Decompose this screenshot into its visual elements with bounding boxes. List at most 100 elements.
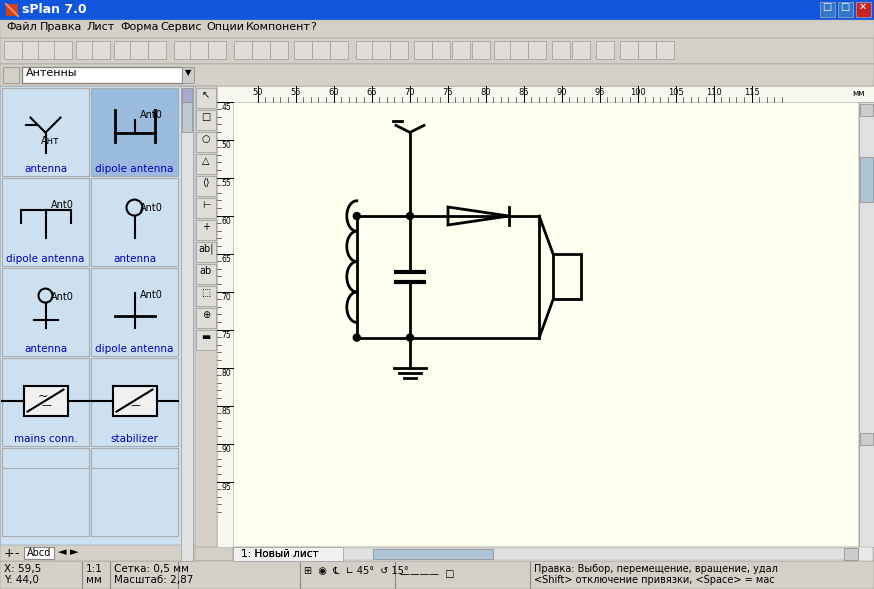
Text: 75: 75 [221, 331, 231, 340]
Bar [373, 549, 493, 559]
Text: Компонент: Компонент [246, 22, 311, 32]
Text: Y: 44,0: Y: 44,0 [4, 575, 38, 585]
Bar [54, 41, 72, 59]
Text: dipole antenna: dipole antenna [95, 164, 174, 174]
Text: □: □ [841, 2, 850, 12]
Text: мм: мм [86, 575, 101, 585]
Text: ◄: ◄ [58, 547, 66, 557]
Bar [91, 268, 178, 356]
Text: 95: 95 [594, 88, 606, 97]
Bar [2, 448, 89, 536]
Circle shape [353, 334, 360, 341]
Bar [0, 561, 874, 589]
Text: Ant0: Ant0 [51, 200, 73, 210]
Text: △: △ [202, 156, 210, 166]
Text: 90: 90 [221, 445, 231, 454]
Bar [656, 41, 674, 59]
Text: 85: 85 [518, 88, 530, 97]
Circle shape [406, 334, 413, 341]
Text: 75: 75 [443, 88, 454, 97]
Text: 65: 65 [221, 255, 231, 264]
Bar [181, 86, 193, 561]
Text: 55: 55 [221, 179, 231, 188]
Bar [0, 547, 874, 561]
Bar [553, 254, 581, 299]
Text: □: □ [822, 2, 832, 12]
Text: ?: ? [310, 22, 316, 32]
Bar [390, 41, 408, 59]
Text: dipole antenna: dipole antenna [95, 344, 174, 354]
Bar [2, 358, 89, 446]
Text: X: 59,5: X: 59,5 [4, 564, 41, 574]
Bar [0, 86, 195, 561]
Text: 80: 80 [221, 369, 231, 378]
Text: ————  □: ———— □ [400, 569, 454, 579]
Bar [572, 41, 590, 59]
Text: 70: 70 [405, 88, 415, 97]
Bar [91, 178, 178, 266]
Text: 50: 50 [221, 141, 231, 150]
Bar [638, 41, 656, 59]
Text: +: + [202, 222, 210, 232]
Bar [233, 102, 858, 547]
Text: ⊢: ⊢ [202, 200, 211, 210]
Bar [2, 178, 89, 266]
Text: Ant0: Ant0 [140, 290, 163, 300]
Bar [510, 41, 528, 59]
Text: Ант: Ант [40, 135, 59, 145]
Text: 100: 100 [630, 88, 646, 97]
Text: 60: 60 [221, 217, 231, 226]
Bar [196, 176, 216, 196]
Bar [2, 268, 89, 356]
Bar [190, 41, 208, 59]
Bar [24, 386, 67, 416]
Bar [76, 41, 94, 59]
Bar [196, 264, 216, 284]
Text: Опции: Опции [206, 22, 244, 32]
Text: 85: 85 [221, 407, 231, 416]
Text: mains conn.: mains conn. [14, 434, 77, 444]
Bar [196, 198, 216, 218]
Bar [130, 41, 148, 59]
Text: Сервис: Сервис [160, 22, 202, 32]
Text: <Shift> отключение привязки, <Space> = мас: <Shift> отключение привязки, <Space> = м… [534, 575, 774, 585]
Text: ⬚: ⬚ [201, 288, 211, 298]
Bar [113, 386, 156, 416]
Text: Форма: Форма [120, 22, 158, 32]
Bar [6, 4, 18, 16]
Bar [330, 41, 348, 59]
Bar [91, 358, 178, 446]
Text: ○: ○ [202, 134, 211, 144]
Bar [235, 548, 249, 560]
Text: Масштаб: 2,87: Масштаб: 2,87 [114, 575, 193, 585]
Bar [294, 41, 312, 59]
Text: ab: ab [200, 266, 212, 276]
Bar [217, 102, 233, 547]
Bar [0, 545, 195, 561]
Bar [196, 286, 216, 306]
Text: Антенны: Антенны [26, 68, 78, 78]
Bar [4, 41, 22, 59]
Text: 115: 115 [744, 88, 760, 97]
Circle shape [353, 213, 360, 220]
Text: 50: 50 [253, 88, 263, 97]
Bar [174, 41, 192, 59]
Bar [182, 88, 192, 102]
Text: antenna: antenna [24, 164, 67, 174]
Text: 1: Новый лист: 1: Новый лист [241, 549, 318, 559]
Text: 80: 80 [481, 88, 491, 97]
Text: мм: мм [852, 89, 864, 98]
Text: ~: ~ [38, 389, 48, 403]
Text: 110: 110 [706, 88, 722, 97]
Bar [233, 547, 343, 561]
Text: Сетка: 0,5 мм: Сетка: 0,5 мм [114, 564, 189, 574]
Bar [844, 548, 858, 560]
Bar [22, 67, 182, 83]
Bar [596, 41, 614, 59]
Text: +: + [4, 547, 15, 560]
Bar [252, 41, 270, 59]
Text: 45: 45 [221, 103, 231, 112]
Text: 1: Новый лист: 1: Новый лист [241, 549, 318, 559]
Text: 105: 105 [668, 88, 683, 97]
Bar [217, 86, 874, 102]
